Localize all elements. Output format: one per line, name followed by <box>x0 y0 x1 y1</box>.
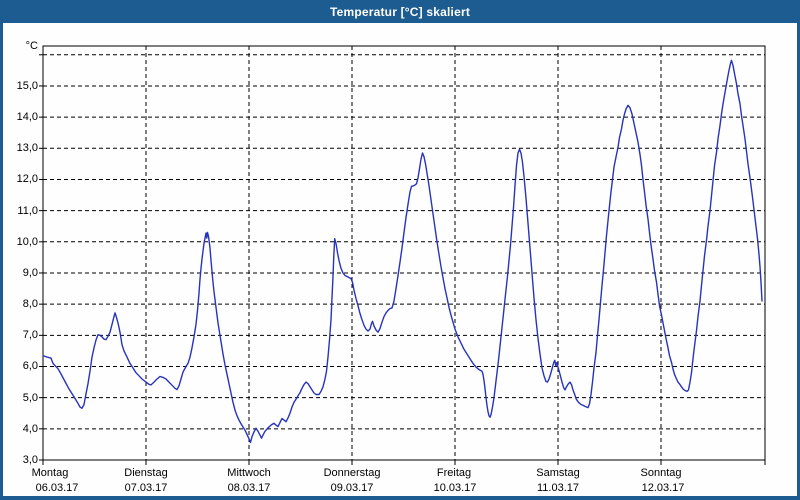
day-date-label: 12.03.17 <box>641 482 685 494</box>
y-axis-tick-label: 9,0 <box>22 266 38 279</box>
y-axis-unit-label: °C <box>25 40 38 52</box>
day-date-label: 06.03.17 <box>35 482 79 494</box>
day-date-label: 11.03.17 <box>536 482 580 494</box>
day-name-label: Samstag <box>536 467 580 479</box>
day-date-label: 10.03.17 <box>433 482 477 494</box>
y-axis-tick-label: 11,0 <box>17 204 38 217</box>
y-axis-tick-label: 15,0 <box>16 79 38 92</box>
day-name-label: Donnerstag <box>323 467 381 479</box>
title-bar: Temperatur [°C] skaliert <box>3 0 797 23</box>
y-axis-tick-label: 7,0 <box>22 329 38 342</box>
day-date-label: 09.03.17 <box>330 482 374 494</box>
plot-border <box>42 45 766 461</box>
day-name-label: Dienstag <box>124 467 168 479</box>
day-name-label: Sonntag <box>640 467 682 479</box>
y-axis-tick-label: 12,0 <box>16 173 38 186</box>
y-axis-tick-label: 6,0 <box>22 360 38 373</box>
y-axis-tick-label: 4,0 <box>22 422 38 435</box>
y-axis-tick-label: 14,0 <box>16 111 38 124</box>
day-name-label: Freitag <box>436 467 472 479</box>
temperature-series-line <box>42 59 763 444</box>
day-name-label: Montag <box>31 467 69 479</box>
day-name-label: Mittwoch <box>227 467 271 479</box>
day-date-label: 07.03.17 <box>124 482 168 494</box>
y-axis-tick-label: 5,0 <box>22 391 38 404</box>
window-title: Temperatur [°C] skaliert <box>329 4 471 19</box>
day-date-label: 08.03.17 <box>227 482 271 494</box>
y-axis-tick-label: 10,0 <box>16 235 38 248</box>
y-axis-tick-label: 13,0 <box>16 142 38 155</box>
y-axis-tick-label: 3,0 <box>22 454 38 466</box>
y-axis-tick-label: 8,0 <box>22 298 38 311</box>
temperature-line-chart <box>39 45 766 465</box>
